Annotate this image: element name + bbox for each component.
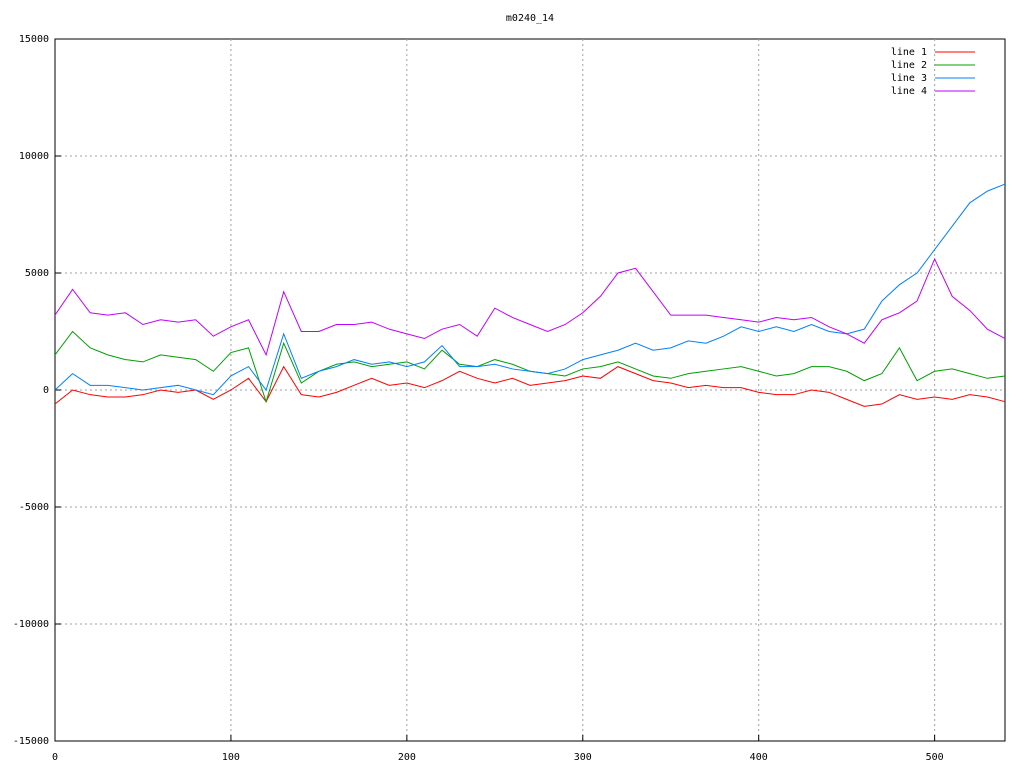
series-line	[54, 365, 1006, 407]
x-tick-label: 400	[750, 752, 768, 763]
x-tick-label: 300	[574, 752, 592, 763]
legend-label: line 3	[891, 73, 927, 84]
series-line	[54, 183, 1006, 396]
y-tick-label: 10000	[19, 151, 49, 162]
legend-label: line 2	[891, 60, 927, 71]
chart-title: m0240_14	[506, 13, 554, 24]
x-tick-label: 100	[222, 752, 240, 763]
x-tick-label: 500	[926, 752, 944, 763]
x-tick-label: 200	[398, 752, 416, 763]
y-tick-label: -15000	[13, 736, 49, 747]
x-tick-label: 0	[52, 752, 58, 763]
y-tick-label: -5000	[19, 502, 49, 513]
y-tick-label: 0	[43, 385, 49, 396]
legend-label: line 4	[891, 86, 927, 97]
series-line	[54, 257, 1006, 357]
y-tick-label: -10000	[13, 619, 49, 630]
legend-label: line 1	[891, 47, 927, 58]
y-tick-label: 5000	[25, 268, 49, 279]
y-tick-label: 15000	[19, 34, 49, 45]
